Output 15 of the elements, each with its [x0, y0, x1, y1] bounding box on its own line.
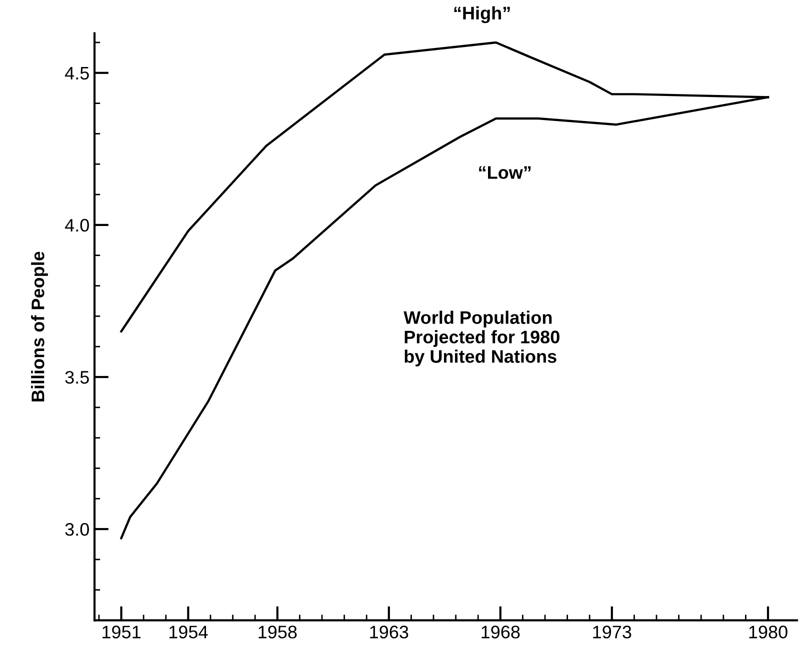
x-tick-label: 1973 — [593, 626, 632, 638]
x-tick-label: 1980 — [749, 626, 788, 638]
x-tick-label: 1954 — [169, 626, 208, 638]
annotation: “Low” — [479, 166, 531, 179]
y-tick-label: 3.0 — [65, 523, 89, 536]
x-tick-label: 1951 — [102, 626, 140, 638]
annotation: World Population Projected for 1980 by United Nations — [404, 310, 560, 366]
x-tick-label: 1968 — [482, 626, 520, 638]
x-tick-label: 1963 — [370, 626, 408, 638]
annotation: “High” — [454, 6, 510, 24]
y-tick-label: 4.5 — [64, 67, 89, 80]
y-tick-label: 4.0 — [64, 218, 89, 232]
y-axis-title: Billions of People — [31, 252, 48, 402]
y-tick-label: 3.5 — [65, 370, 89, 384]
x-tick-label: 1958 — [258, 626, 297, 638]
